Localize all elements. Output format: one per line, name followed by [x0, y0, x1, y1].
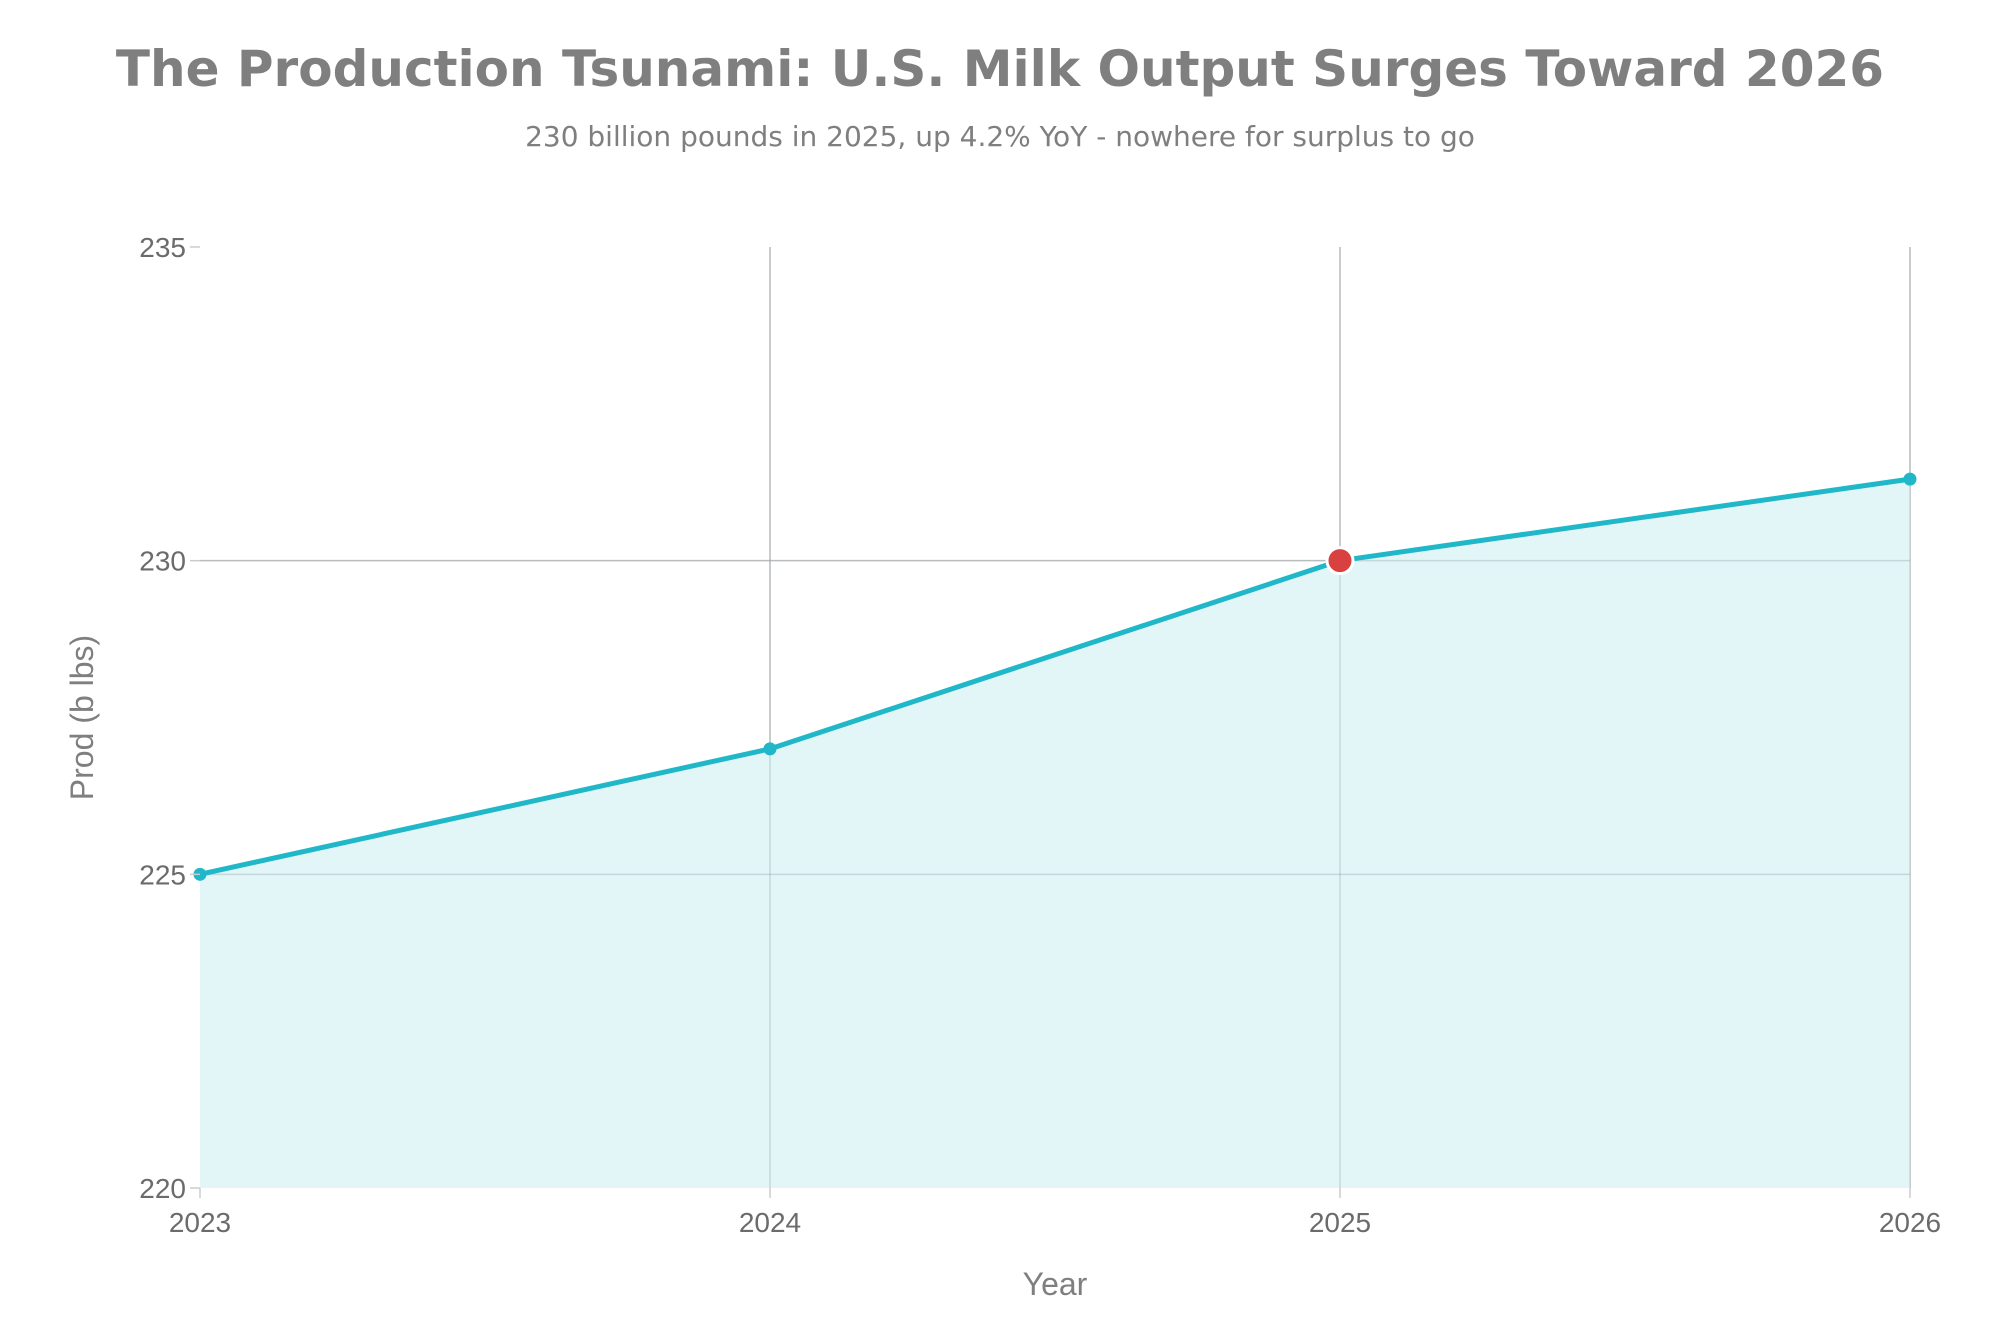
- x-tick-label: 2025: [1309, 1207, 1371, 1238]
- data-points: [193, 472, 1917, 881]
- highlight-point: [1325, 546, 1355, 576]
- x-tick-label: 2026: [1879, 1207, 1941, 1238]
- y-tick-label: 225: [139, 859, 186, 890]
- chart-subtitle: 230 billion pounds in 2025, up 4.2% YoY …: [525, 120, 1475, 153]
- x-tick-label: 2023: [169, 1207, 231, 1238]
- y-axis-title: Prod (b lbs): [64, 635, 100, 800]
- x-tick-label: 2024: [739, 1207, 801, 1238]
- y-tick-label: 220: [139, 1173, 186, 1204]
- y-tick-label: 230: [139, 546, 186, 577]
- x-axis-title: Year: [1023, 1266, 1088, 1302]
- y-tick-label: 235: [139, 232, 186, 263]
- axes: 220 225 230 235 2023 2024 2025 2026: [139, 232, 1941, 1238]
- data-point: [763, 742, 777, 756]
- series-line: [199, 476, 1911, 877]
- data-point: [1903, 472, 1917, 486]
- area-fill: [200, 479, 1910, 1188]
- gridlines-overlay: [200, 247, 1911, 1188]
- chart-title: The Production Tsunami: U.S. Milk Output…: [115, 40, 1885, 98]
